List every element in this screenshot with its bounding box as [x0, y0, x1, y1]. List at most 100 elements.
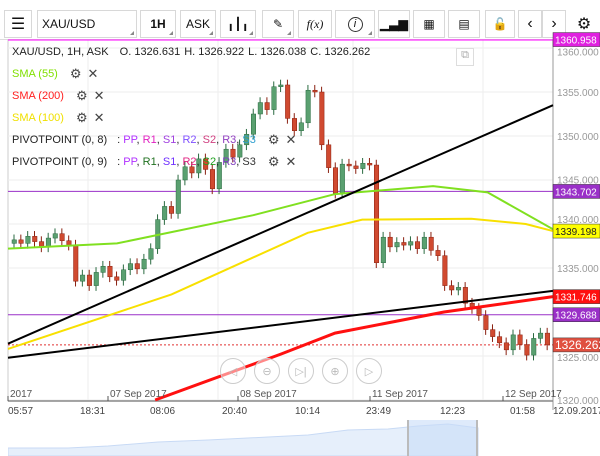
trend-line: [7, 289, 554, 359]
candle: [339, 163, 345, 194]
candle: [298, 122, 304, 131]
pivot-level-r2: R2: [182, 134, 197, 146]
indicator-pivot-8[interactable]: PIVOTPOINT (0, 8): PP, R1, S1, R2, S2, R…: [12, 132, 296, 148]
zoom-back-icon[interactable]: ◁: [220, 358, 246, 384]
candle: [483, 315, 489, 330]
candle: [401, 242, 407, 246]
news-icon: ▤: [458, 17, 470, 31]
candle: [503, 342, 509, 351]
hamburger-menu-button[interactable]: ☰: [4, 10, 32, 38]
time-label: 20:40: [222, 406, 247, 417]
chart-type-button[interactable]: ╻┃╻: [220, 10, 256, 38]
timeframe-select[interactable]: 1H: [140, 10, 176, 38]
gear-icon[interactable]: ⚙: [75, 88, 88, 103]
pivot-level-s3: S3: [242, 134, 256, 146]
candle: [449, 285, 455, 291]
time-label: 18:31: [80, 406, 105, 417]
indicators-button[interactable]: f(x): [298, 10, 332, 38]
volume-button[interactable]: ▁▃▆: [378, 10, 410, 38]
chevron-left-icon: ‹: [527, 15, 533, 32]
price-tick: 1320.000: [557, 396, 599, 407]
indicator-label: SMA (55): [12, 68, 58, 80]
price-tag: [552, 184, 600, 199]
candle: [114, 276, 120, 281]
time-label: 10:14: [295, 406, 320, 417]
close-icon[interactable]: ✕: [93, 88, 105, 103]
pivot-level-s2: S2: [202, 156, 217, 168]
candle: [374, 164, 380, 263]
candle: [333, 167, 339, 194]
close-icon[interactable]: ✕: [285, 154, 297, 169]
date-label: 08 Sep 2017: [240, 389, 297, 400]
news-button[interactable]: ▤: [448, 10, 480, 38]
candle: [196, 158, 202, 174]
gear-icon[interactable]: ⚙: [69, 66, 82, 81]
candle: [100, 265, 106, 273]
zoom-in-icon[interactable]: ⊕: [322, 358, 348, 384]
pivot-level-pp: PP: [123, 156, 137, 168]
candle: [121, 269, 127, 281]
zoom-out-icon[interactable]: ⊖: [254, 358, 280, 384]
price-tag: [552, 223, 600, 239]
calendar-button[interactable]: ▦: [413, 10, 445, 38]
info-icon: i: [347, 16, 363, 32]
pivot-level-r1: R1: [142, 134, 157, 146]
plot-area: [7, 39, 554, 402]
candle: [517, 334, 523, 345]
price-tick: 1355.000: [557, 88, 599, 99]
sma100-line: [7, 217, 554, 350]
indicator-sma55[interactable]: SMA (55) ⚙ ✕: [12, 66, 98, 82]
gear-icon[interactable]: ⚙: [267, 132, 280, 147]
price-type-select[interactable]: ASK: [180, 10, 216, 38]
price-tick: 1335.000: [557, 264, 599, 275]
go-end-icon[interactable]: ▷|: [288, 358, 314, 384]
candle: [107, 265, 113, 278]
candle: [216, 162, 222, 190]
candle: [421, 236, 427, 249]
indicator-sma200[interactable]: SMA (200) ⚙ ✕: [12, 88, 105, 104]
navigator-overview[interactable]: [8, 420, 600, 456]
chart-title: XAU/USD, 1H, ASK: [12, 46, 109, 58]
pivot-level-s2: S2: [202, 134, 217, 146]
candle: [305, 89, 311, 124]
info-button[interactable]: i: [335, 10, 375, 38]
sma55-line: [7, 185, 554, 250]
indicator-pivot-9[interactable]: PIVOTPOINT (0, 9): PP, R1, S1, R2, S2, R…: [12, 154, 296, 170]
candle: [292, 118, 298, 131]
price-tick: 1340.000: [557, 215, 599, 226]
close-icon[interactable]: ✕: [285, 132, 297, 147]
close-icon[interactable]: ✕: [87, 66, 99, 81]
candle: [380, 236, 386, 263]
candle: [442, 255, 448, 286]
gear-icon: ⚙: [576, 16, 592, 33]
candle: [86, 274, 92, 286]
candle: [11, 239, 17, 244]
price-tick: 1350.000: [557, 132, 599, 143]
toolbar: ☰ XAU/USD 1H ASK ╻┃╻ ✎ f(x) i ▁▃▆ ▦ ▤ 🔓 …: [0, 8, 600, 40]
unlock-icon: 🔓: [492, 17, 508, 31]
popout-icon[interactable]: ⧉: [456, 48, 474, 66]
zoom-forward-icon[interactable]: ▷: [356, 358, 382, 384]
indicator-sma100[interactable]: SMA (100) ⚙ ✕: [12, 110, 105, 126]
candle: [353, 165, 359, 169]
candle: [456, 287, 462, 291]
high-value: H. 1326.922: [184, 46, 245, 58]
date-label: 11 Sep 2017: [372, 389, 428, 400]
candle: [59, 233, 65, 241]
drawing-tools-button[interactable]: ✎: [262, 10, 294, 38]
candle: [32, 236, 38, 242]
symbol-select[interactable]: XAU/USD: [37, 10, 137, 38]
candle: [285, 84, 291, 119]
gear-icon[interactable]: ⚙: [267, 154, 280, 169]
price-tag-label: 1326.262: [555, 338, 600, 352]
navigator-window[interactable]: [408, 420, 478, 456]
scroll-left-button[interactable]: ‹: [518, 10, 542, 38]
ohlc-header: XAU/USD, 1H, ASK O. 1326.631 H. 1326.922…: [12, 46, 370, 58]
lock-button[interactable]: 🔓: [485, 10, 515, 38]
candle: [127, 263, 133, 271]
price-tag-label: 1343.702: [555, 187, 597, 198]
close-icon[interactable]: ✕: [93, 110, 105, 125]
candle: [45, 237, 51, 248]
gear-icon[interactable]: ⚙: [75, 110, 88, 125]
